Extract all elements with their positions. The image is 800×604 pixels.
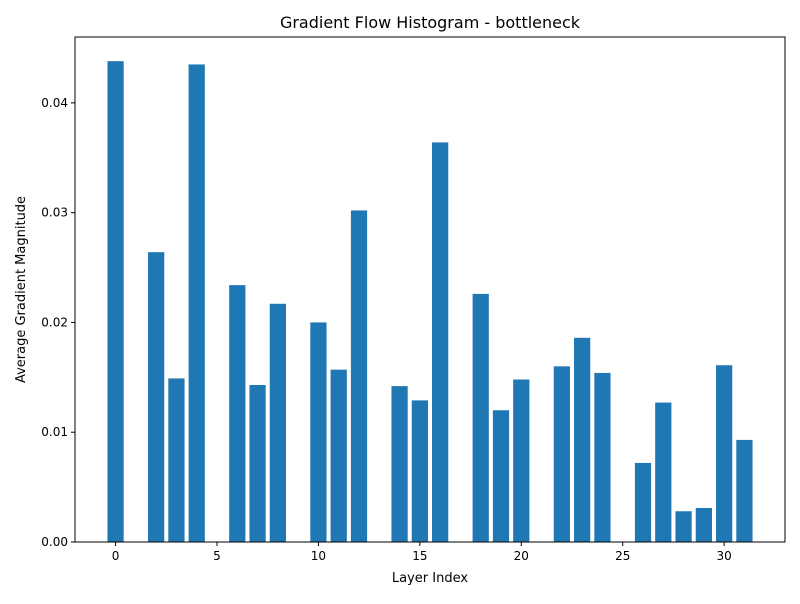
y-tick-label: 0.01 [41,425,68,439]
bar-layer-31 [736,439,753,542]
bar-layer-26 [634,462,652,542]
chart-title: Gradient Flow Histogram - bottleneck [280,13,581,32]
x-tick-label: 15 [412,549,427,563]
bar-layer-8 [269,303,286,542]
y-tick-label: 0.00 [41,535,68,549]
x-tick-label: 5 [213,549,221,563]
x-tick-label: 30 [717,549,732,563]
bar-layer-15 [411,400,428,542]
y-tick-label: 0.04 [41,96,68,110]
bar-layer-30 [716,365,733,542]
bar-layer-7 [249,385,266,542]
bar-layer-24 [594,372,611,542]
y-axis-ticks: 0.00 0.01 0.02 0.03 0.04 [41,96,75,549]
bar-layer-11 [330,369,347,542]
bar-layer-22 [553,366,570,542]
x-tick-label: 10 [311,549,326,563]
x-axis-ticks: 0 5 10 15 20 25 30 [112,542,732,563]
plot-area-frame [74,36,786,543]
bar-layer-2 [148,252,165,542]
bar-layer-23 [574,337,591,542]
x-tick-label: 0 [112,549,120,563]
bar-layer-3 [168,378,185,542]
bar-layer-28 [675,511,692,542]
bar-layer-27 [655,402,672,542]
bar-layer-29 [695,507,712,542]
bar-layer-19 [492,410,510,542]
bar-layer-20 [513,379,530,542]
bar-layer-6 [229,285,246,542]
x-tick-label: 25 [615,549,630,563]
x-axis-label: Layer Index [392,571,468,586]
bar-layer-18 [472,293,489,542]
bar-layer-4 [188,64,205,543]
x-tick-label: 20 [514,549,529,563]
bar-layer-16 [432,142,449,543]
bars-group [107,61,753,543]
y-axis-label: Average Gradient Magnitude [14,196,29,383]
bar-layer-12 [350,210,368,542]
y-tick-label: 0.03 [41,206,68,220]
bar-layer-14 [391,386,408,542]
y-tick-label: 0.02 [41,315,68,329]
bar-layer-10 [310,322,327,542]
bar-layer-0 [107,61,124,543]
